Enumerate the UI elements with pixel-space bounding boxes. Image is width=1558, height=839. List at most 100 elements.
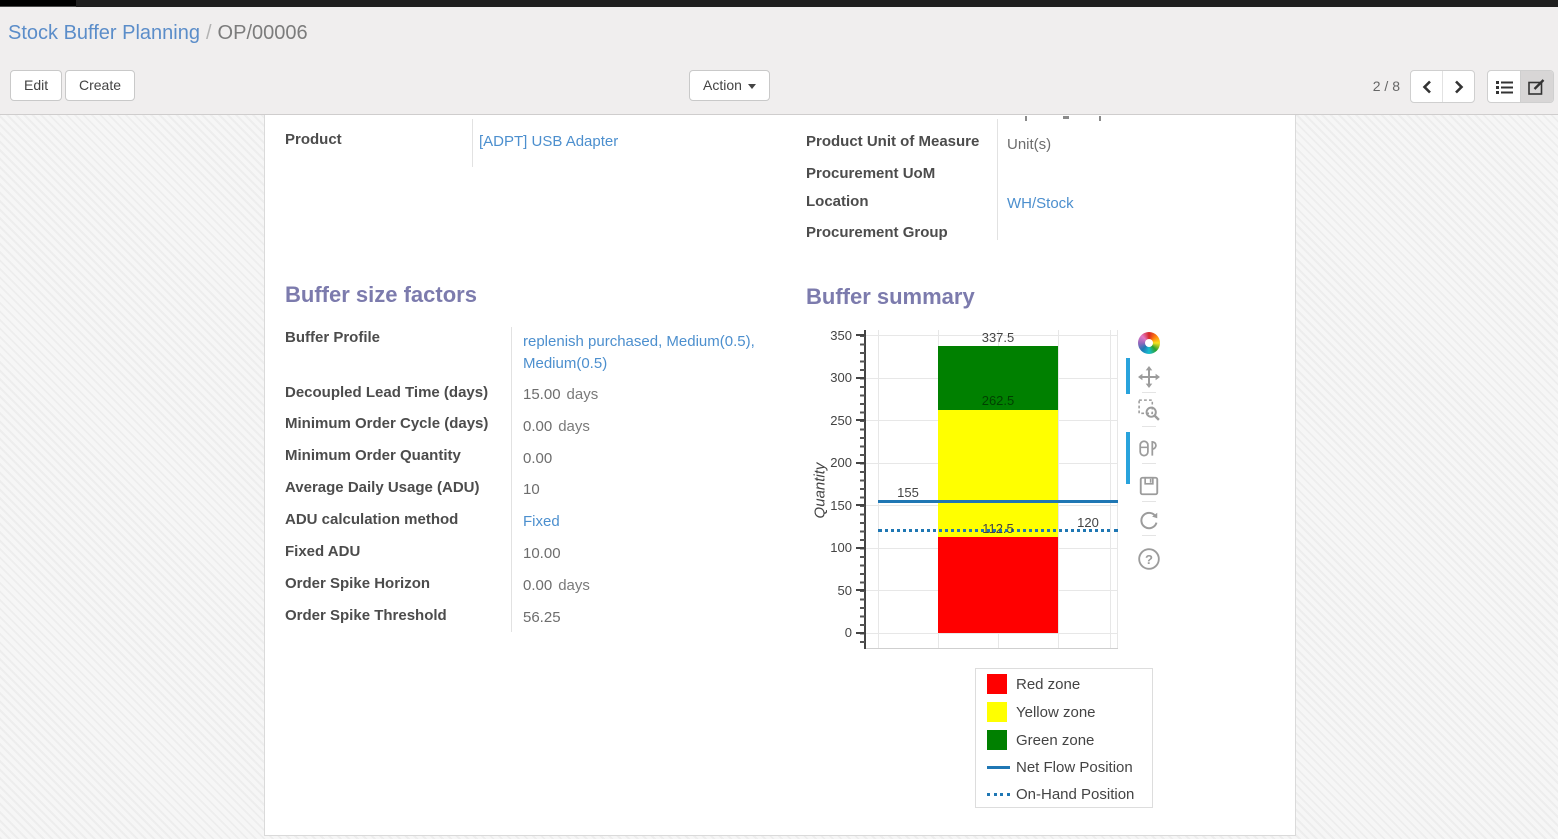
reset-axes-icon bbox=[1140, 511, 1158, 530]
adu-value: 10 bbox=[523, 481, 540, 498]
svg-text:?: ? bbox=[1145, 552, 1153, 567]
breadcrumb-current: OP/00006 bbox=[217, 22, 308, 44]
y-tick-label: 200 bbox=[830, 455, 852, 470]
y-tick-label: 350 bbox=[830, 328, 852, 343]
legend-item-net-flow[interactable]: Net Flow Position bbox=[987, 756, 1133, 778]
min-order-cycle-unit: days bbox=[558, 418, 590, 435]
order-spike-horizon-number: 0.00 bbox=[523, 577, 553, 594]
legend-label: Green zone bbox=[1016, 731, 1095, 749]
procurement-group-field-label: Procurement Group bbox=[806, 224, 948, 241]
top-menu-bar-left-segment bbox=[0, 0, 76, 7]
adu-label: Average Daily Usage (ADU) bbox=[285, 479, 480, 496]
clipped-text-fragment bbox=[1063, 116, 1069, 119]
min-order-qty-label: Minimum Order Quantity bbox=[285, 447, 461, 464]
gridline bbox=[866, 335, 1118, 336]
product-field-label: Product bbox=[285, 131, 342, 148]
legend-item-green-zone[interactable]: Green zone bbox=[987, 729, 1094, 751]
box-zoom-button[interactable] bbox=[1136, 397, 1162, 423]
order-spike-horizon-label: Order Spike Horizon bbox=[285, 575, 431, 592]
on-hand-position-line bbox=[878, 529, 1118, 532]
min-order-cycle-label: Minimum Order Cycle (days) bbox=[285, 415, 489, 432]
buffer-profile-value: replenish purchased, Medium(0.5), Medium… bbox=[523, 331, 779, 375]
order-spike-threshold-label: Order Spike Threshold bbox=[285, 607, 447, 624]
y-tick-label: 50 bbox=[837, 583, 852, 598]
pan-icon bbox=[1138, 366, 1160, 388]
previous-record-button[interactable] bbox=[1411, 71, 1442, 102]
procurement-uom-field-label: Procurement UoM bbox=[806, 165, 936, 182]
gridline bbox=[1058, 330, 1059, 648]
legend-item-on-hand[interactable]: On-Hand Position bbox=[987, 783, 1134, 805]
modebar-separator bbox=[1142, 426, 1156, 427]
product-link[interactable]: [ADPT] USB Adapter bbox=[479, 133, 619, 150]
fixed-adu-value: 10.00 bbox=[523, 545, 561, 562]
breadcrumb-parent-link[interactable]: Stock Buffer Planning bbox=[8, 22, 200, 44]
modebar-separator bbox=[1142, 535, 1156, 536]
x-axis-line bbox=[866, 648, 1118, 649]
adu-method-link[interactable]: Fixed bbox=[523, 513, 560, 530]
net-flow-line-swatch bbox=[987, 765, 1010, 769]
yellow-zone-bar bbox=[938, 410, 1058, 537]
reset-axes-button[interactable] bbox=[1136, 508, 1162, 534]
location-field-label: Location bbox=[806, 193, 869, 210]
legend-item-yellow-zone[interactable]: Yellow zone bbox=[987, 701, 1096, 723]
action-dropdown-button[interactable]: Action bbox=[689, 70, 770, 101]
view-switcher bbox=[1487, 70, 1554, 103]
uom-field-value: Unit(s) bbox=[1007, 136, 1052, 153]
modebar-separator bbox=[1142, 392, 1156, 393]
control-panel: Stock Buffer Planning / OP/00006 Edit Crea… bbox=[0, 7, 1558, 115]
gridline bbox=[1117, 330, 1118, 648]
next-record-button[interactable] bbox=[1442, 71, 1474, 102]
field-divider bbox=[511, 327, 512, 632]
uom-field-label: Product Unit of Measure bbox=[806, 133, 980, 150]
field-divider bbox=[997, 119, 998, 240]
buffer-size-factors-title: Buffer size factors bbox=[285, 282, 477, 307]
legend-item-red-zone[interactable]: Red zone bbox=[987, 673, 1080, 695]
fixed-adu-label: Fixed ADU bbox=[285, 543, 361, 560]
create-button[interactable]: Create bbox=[65, 70, 136, 101]
y-axis-tick bbox=[856, 632, 865, 634]
adu-method-value: Fixed bbox=[523, 513, 560, 530]
list-view-button[interactable] bbox=[1488, 71, 1520, 102]
save-icon bbox=[1139, 476, 1159, 496]
on-hand-label: 120 bbox=[1077, 515, 1099, 530]
green-zone-bar bbox=[938, 346, 1058, 410]
decoupled-lead-time-number: 15.00 bbox=[523, 386, 561, 403]
location-link[interactable]: WH/Stock bbox=[1007, 195, 1074, 212]
y-tick-label: 250 bbox=[830, 413, 852, 428]
form-view-button[interactable] bbox=[1520, 71, 1553, 102]
caret-down-icon bbox=[747, 83, 756, 89]
top-menu-bar bbox=[0, 0, 1558, 7]
compare-hover-button[interactable] bbox=[1136, 436, 1162, 462]
y-axis-tick bbox=[856, 334, 865, 336]
order-spike-threshold-value: 56.25 bbox=[523, 609, 561, 626]
y-axis-tick bbox=[856, 589, 865, 591]
buffer-profile-link[interactable]: replenish purchased, Medium(0.5), Medium… bbox=[523, 333, 755, 372]
on-hand-line-swatch bbox=[987, 792, 1010, 796]
plotly-logo-button[interactable] bbox=[1136, 330, 1162, 356]
red-zone-swatch bbox=[987, 674, 1007, 694]
buffer-profile-label: Buffer Profile bbox=[285, 329, 381, 346]
buffer-summary-title: Buffer summary bbox=[806, 284, 975, 309]
list-view-icon bbox=[1495, 80, 1513, 94]
modebar-separator bbox=[1142, 463, 1156, 464]
y-axis-minor-ticks bbox=[860, 335, 865, 649]
clipped-text-fragment bbox=[1025, 116, 1027, 121]
box-zoom-icon bbox=[1138, 399, 1160, 421]
pan-button[interactable] bbox=[1136, 364, 1162, 390]
green-zone-swatch bbox=[987, 730, 1007, 750]
help-button[interactable]: ? bbox=[1136, 546, 1162, 572]
save-button[interactable] bbox=[1136, 473, 1162, 499]
y-axis-tick bbox=[856, 377, 865, 379]
y-axis-tick bbox=[856, 462, 865, 464]
action-label: Action bbox=[703, 77, 742, 93]
red-top-label: 112.5 bbox=[982, 521, 1014, 536]
min-order-qty-value: 0.00 bbox=[523, 450, 553, 467]
location-field-value: WH/Stock bbox=[1007, 195, 1074, 212]
net-flow-position-line bbox=[878, 500, 1118, 503]
legend-label: On-Hand Position bbox=[1016, 785, 1135, 803]
breadcrumb-separator: / bbox=[205, 22, 212, 44]
edit-button[interactable]: Edit bbox=[10, 70, 63, 101]
chevron-left-icon bbox=[1422, 80, 1431, 93]
modebar-active-indicator bbox=[1126, 432, 1130, 484]
